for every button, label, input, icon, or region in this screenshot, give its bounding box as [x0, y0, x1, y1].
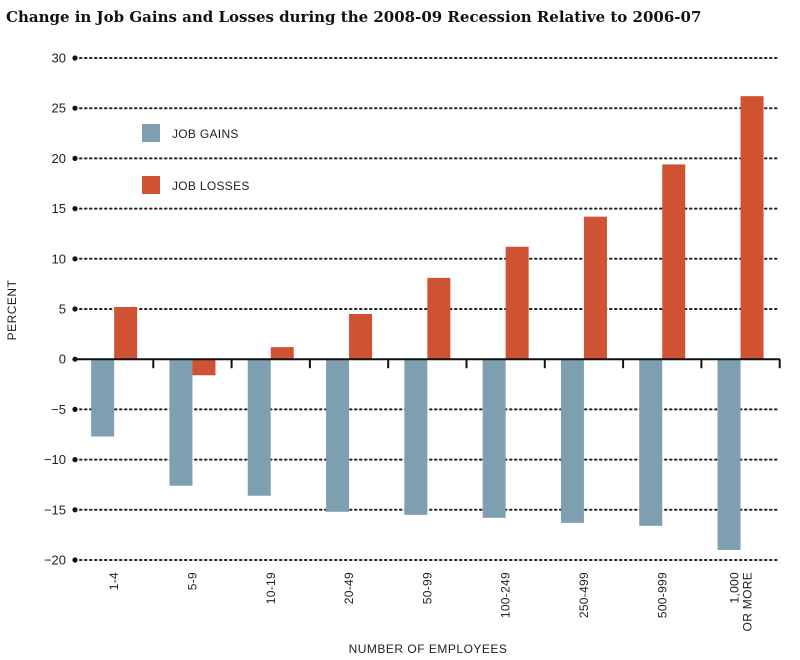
y-tick-label: 5	[59, 302, 66, 317]
bar-job-losses	[192, 359, 216, 376]
x-tick-label: 100-249	[499, 572, 513, 618]
bar-job-losses	[270, 347, 294, 360]
y-tick-dot	[72, 557, 78, 563]
y-tick-label: −20	[44, 553, 66, 568]
y-tick-label: 30	[52, 51, 66, 66]
y-tick-label: 0	[59, 352, 66, 367]
y-tick-dot	[72, 206, 78, 212]
y-tick-dot	[72, 155, 78, 161]
bar-job-losses	[740, 96, 764, 360]
y-tick-dot	[72, 507, 78, 513]
legend-label: JOB GAINS	[172, 127, 239, 141]
y-tick-label: 25	[52, 101, 66, 116]
y-tick-dot	[72, 457, 78, 463]
y-axis-ticks: 30 25 20 15 10 5 0 −5 −10 −15 −20	[44, 51, 78, 568]
bar-job-gains	[482, 359, 506, 518]
bars	[91, 96, 764, 550]
y-tick-dot	[72, 55, 78, 61]
bar-job-gains	[326, 359, 350, 512]
x-axis-label: NUMBER OF EMPLOYEES	[349, 642, 508, 656]
legend-swatch	[142, 176, 160, 194]
y-tick-label: 15	[52, 201, 66, 216]
bar-job-gains	[404, 359, 428, 515]
y-tick-label: 20	[52, 151, 66, 166]
y-tick-label: −10	[44, 452, 66, 467]
x-tick-label: 1,000OR MORE	[728, 572, 755, 631]
bar-job-gains	[560, 359, 584, 523]
y-tick-label: −15	[44, 502, 66, 517]
bar-job-gains	[91, 359, 115, 437]
x-tick-label: 5-9	[185, 572, 199, 590]
y-tick-label: −5	[51, 402, 66, 417]
legend-label: JOB LOSSES	[172, 179, 250, 193]
bar-job-gains	[717, 359, 741, 550]
bar-job-gains	[639, 359, 663, 526]
y-tick-label: 10	[52, 251, 66, 266]
bar-job-gains	[247, 359, 271, 496]
bar-job-losses	[427, 277, 451, 360]
bar-job-gains	[169, 359, 193, 486]
y-tick-dot	[72, 306, 78, 312]
y-tick-dot	[72, 406, 78, 412]
legend: JOB GAINS JOB LOSSES	[142, 124, 250, 194]
legend-swatch	[142, 124, 160, 142]
y-axis-label: PERCENT	[5, 279, 19, 340]
x-tick-label: 50-99	[420, 572, 434, 604]
x-axis-ticks: 1-4 5-9 10-19 20-49 50-99 100-249 250-499 500-9…	[107, 572, 754, 631]
x-tick-label: 250-499	[577, 572, 591, 618]
y-tick-dot	[72, 105, 78, 111]
bar-job-losses	[662, 164, 686, 360]
x-tick-label: 20-49	[342, 572, 356, 604]
x-tick-label: 1-4	[107, 572, 121, 590]
x-axis	[75, 358, 781, 369]
bar-job-losses	[583, 216, 607, 360]
x-tick-label: 10-19	[264, 572, 278, 604]
x-tick-label: 500-999	[655, 572, 669, 618]
y-tick-dot	[72, 256, 78, 262]
bar-job-losses	[349, 314, 373, 360]
bar-job-losses	[505, 246, 529, 360]
bar-job-losses	[114, 306, 138, 360]
chart-title: Change in Job Gains and Losses during th…	[6, 8, 701, 26]
